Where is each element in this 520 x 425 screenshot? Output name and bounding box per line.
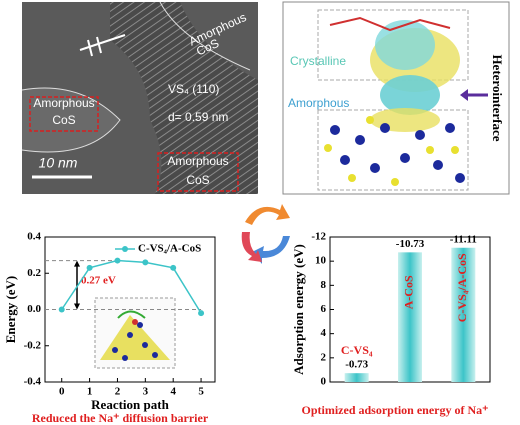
x-tick-label: 0: [59, 386, 65, 398]
tem-label: CoS: [52, 113, 75, 127]
dft-label: Crystalline: [290, 54, 346, 68]
caption: Reduced the Na⁺ diffusion barrier: [32, 411, 209, 425]
marker: [114, 257, 121, 264]
y-tick-label: 0: [321, 376, 327, 388]
category-label: C-VS₄: [341, 343, 373, 357]
y-tick-label: 0.2: [27, 267, 41, 279]
y-tick-label: -0.4: [24, 376, 42, 388]
tem-label: Amorphous: [33, 96, 94, 110]
marker: [198, 310, 205, 317]
y-tick-label: -0.2: [24, 339, 42, 351]
value-label: -11.11: [450, 233, 477, 245]
x-tick-label: 2: [115, 386, 121, 398]
bar: [398, 252, 422, 382]
tem-label: VS₄ (110): [168, 82, 219, 96]
y-tick-label: 0.4: [27, 231, 41, 243]
y-axis-label: Adsorption energy (eV): [291, 244, 306, 375]
legend-marker: [122, 246, 128, 252]
y-tick-label: 10: [315, 255, 327, 267]
line: [61, 259, 202, 314]
legend-label: C-VS₄/A-CoS: [138, 243, 201, 255]
marker: [170, 264, 177, 271]
x-axis-label: Reaction path: [91, 397, 169, 412]
y-tick-label: -12: [311, 231, 326, 243]
dft-label: Heterointerface: [490, 54, 505, 141]
marker: [58, 306, 65, 313]
arrow-head: [74, 260, 80, 310]
y-tick-label: 6: [321, 303, 327, 315]
bar: [344, 373, 369, 382]
y-tick-label: 0.0: [27, 303, 41, 315]
category-label: C-VS₄/A-CoS: [455, 253, 469, 322]
bar: [451, 247, 476, 382]
tem-label: Amorphous: [167, 154, 228, 168]
category-label: A-CoS: [402, 275, 416, 309]
y-tick-label: 4: [321, 327, 327, 339]
dft-label: Amorphous: [288, 96, 349, 110]
x-tick-label: 3: [143, 386, 149, 398]
caption: Optimized adsorption energy of Na⁺: [302, 403, 489, 417]
value-label: -10.73: [396, 238, 425, 250]
marker: [142, 259, 149, 266]
x-tick-label: 1: [87, 386, 93, 398]
scale-bar-label: 10 nm: [39, 155, 78, 171]
x-tick-label: 4: [170, 386, 176, 398]
y-tick-label: 2: [321, 351, 327, 363]
y-axis-label: Energy (eV): [3, 276, 18, 344]
y-tick-label: 8: [321, 279, 327, 291]
tem-label: d= 0.59 nm: [168, 110, 228, 124]
value-label: -0.73: [345, 359, 368, 371]
cycle-arrows: [241, 204, 290, 264]
annotation: 0.27 eV: [81, 275, 116, 287]
marker: [86, 264, 93, 271]
tem-label: CoS: [186, 173, 209, 187]
inset: [94, 297, 176, 369]
dft-panel: Crystalline Amorphous Heterointerface: [282, 1, 510, 195]
x-tick-label: 5: [198, 386, 204, 398]
tem-panel: Amorphous CoS VS₄ (110) d= 0.59 nm Amorp…: [21, 1, 258, 194]
